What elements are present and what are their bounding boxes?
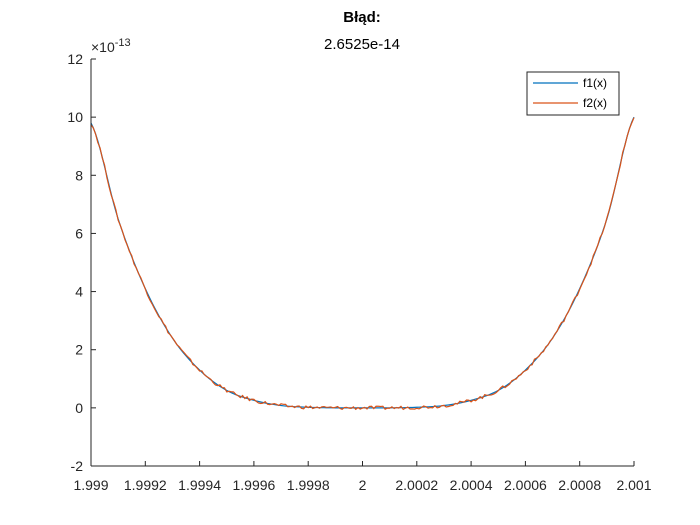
x-tick-label: 2.0002 <box>395 477 438 493</box>
y-tick-label: 8 <box>75 167 83 183</box>
y-tick-label: 2 <box>75 342 83 358</box>
x-tick-label: 1.9996 <box>232 477 275 493</box>
legend-box <box>526 71 620 116</box>
x-tick-label: 1.9992 <box>124 477 167 493</box>
x-tick-label: 1.9994 <box>178 477 221 493</box>
y-tick-label: 10 <box>67 109 83 125</box>
x-tick-label: 2.0004 <box>450 477 493 493</box>
y-tick-label: 0 <box>75 400 83 416</box>
y-tick-label: 4 <box>75 284 83 300</box>
legend-label-f1: f1(x) <box>583 76 607 90</box>
chart-title: Błąd: <box>343 9 381 26</box>
y-axis-ticks: -2 0 2 4 6 8 10 12 <box>67 51 96 474</box>
y-tick-label: -2 <box>71 458 84 474</box>
legend-label-f2: f2(x) <box>583 96 607 110</box>
series-line-f2 <box>90 117 635 411</box>
x-tick-label: 2 <box>359 477 367 493</box>
series-layer <box>90 116 635 411</box>
y-tick-label: 6 <box>75 225 83 241</box>
y-exponent-label: ×10-13 <box>91 37 131 55</box>
x-tick-label: 1.999 <box>73 477 108 493</box>
plot-area: 1.999 1.9992 1.9994 1.9996 1.9998 2 2.0002 2.00… <box>67 51 651 493</box>
chart-subtitle: 2.6525e-14 <box>324 36 400 53</box>
x-axis-ticks: 1.999 1.9992 1.9994 1.9996 1.9998 2 2.0002 2.00… <box>73 461 652 493</box>
y-tick-label: 12 <box>67 51 83 67</box>
legend: f1(x) f2(x) <box>526 71 620 116</box>
x-tick-label: 2.0008 <box>558 477 601 493</box>
x-tick-label: 2.0006 <box>504 477 547 493</box>
x-tick-label: 1.9998 <box>287 477 330 493</box>
x-tick-label: 2.001 <box>616 477 651 493</box>
